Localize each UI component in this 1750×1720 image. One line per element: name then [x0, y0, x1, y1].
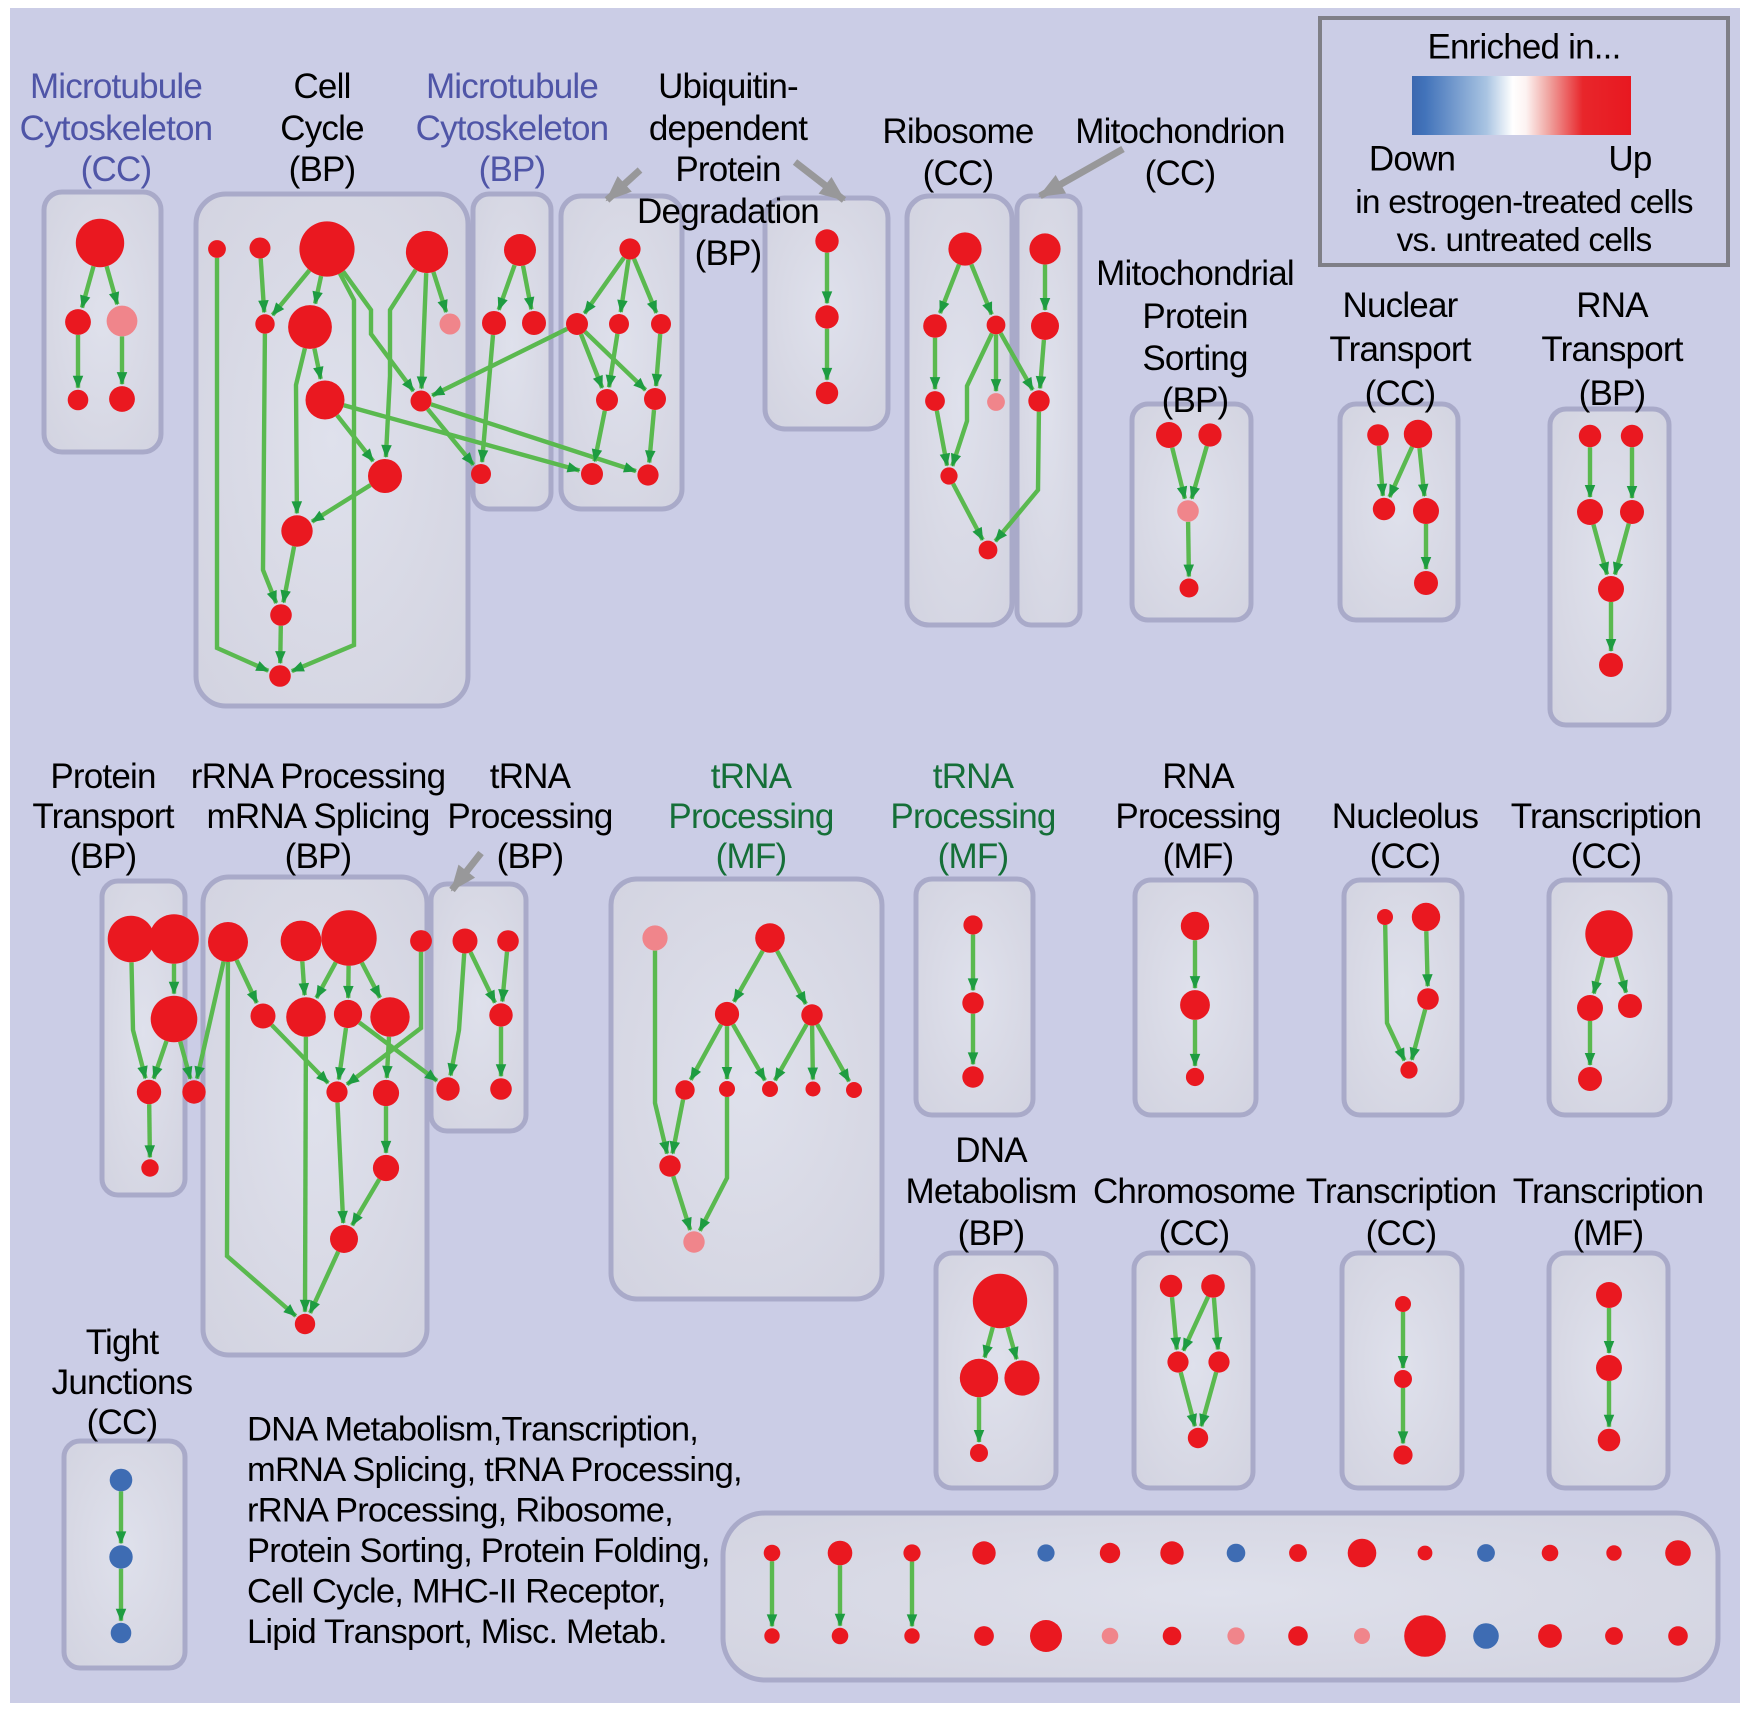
- svg-text:dependent: dependent: [649, 109, 808, 148]
- svg-text:(BP): (BP): [1579, 374, 1646, 413]
- svg-text:Mitochondrion: Mitochondrion: [1075, 112, 1284, 151]
- svg-text:Nuclear: Nuclear: [1342, 286, 1458, 325]
- svg-text:Processing: Processing: [447, 797, 612, 836]
- svg-text:Up: Up: [1608, 139, 1651, 178]
- svg-text:Processing: Processing: [668, 797, 833, 836]
- svg-text:Transport: Transport: [1541, 330, 1683, 369]
- svg-text:tRNA: tRNA: [711, 757, 793, 796]
- svg-text:Mitochondrial: Mitochondrial: [1096, 254, 1294, 293]
- svg-text:DNA: DNA: [955, 1131, 1028, 1170]
- svg-text:Cycle: Cycle: [280, 109, 364, 148]
- svg-text:Protein: Protein: [50, 757, 155, 796]
- svg-text:Processing: Processing: [1115, 797, 1280, 836]
- svg-text:(BP): (BP): [695, 234, 762, 273]
- svg-text:(BP): (BP): [70, 837, 137, 876]
- svg-text:Lipid Transport, Misc. Metab.: Lipid Transport, Misc. Metab.: [247, 1613, 667, 1651]
- svg-text:(CC): (CC): [1365, 374, 1436, 413]
- svg-text:Transcription: Transcription: [1306, 1172, 1497, 1211]
- svg-text:mRNA Splicing: mRNA Splicing: [206, 797, 429, 836]
- svg-text:Protein: Protein: [675, 150, 780, 189]
- svg-text:(BP): (BP): [285, 837, 352, 876]
- svg-text:(CC): (CC): [1145, 154, 1216, 193]
- svg-text:Degradation: Degradation: [637, 192, 819, 231]
- svg-text:Cell: Cell: [293, 67, 350, 106]
- svg-text:Ubiquitin-: Ubiquitin-: [658, 67, 798, 106]
- svg-text:Nucleolus: Nucleolus: [1332, 797, 1479, 836]
- svg-text:tRNA: tRNA: [933, 757, 1015, 796]
- svg-text:Cell Cycle, MHC-II Receptor,: Cell Cycle, MHC-II Receptor,: [247, 1573, 666, 1611]
- svg-text:Cytoskeleton: Cytoskeleton: [416, 109, 609, 148]
- svg-text:(CC): (CC): [1159, 1214, 1230, 1253]
- svg-text:(CC): (CC): [1571, 837, 1642, 876]
- svg-text:RNA: RNA: [1576, 286, 1649, 325]
- svg-text:in estrogen-treated cells: in estrogen-treated cells: [1355, 184, 1693, 221]
- svg-text:Down: Down: [1369, 139, 1455, 178]
- svg-text:(BP): (BP): [479, 150, 546, 189]
- svg-text:Processing: Processing: [890, 797, 1055, 836]
- svg-text:Microtubule: Microtubule: [426, 67, 598, 106]
- svg-text:mRNA Splicing, tRNA Processing: mRNA Splicing, tRNA Processing,: [247, 1451, 742, 1489]
- svg-text:(CC): (CC): [1370, 837, 1441, 876]
- svg-text:Metabolism: Metabolism: [906, 1172, 1077, 1211]
- svg-text:Transport: Transport: [32, 797, 174, 836]
- svg-text:Microtubule: Microtubule: [30, 67, 202, 106]
- svg-text:(CC): (CC): [81, 150, 152, 189]
- svg-text:rRNA Processing, Ribosome,: rRNA Processing, Ribosome,: [247, 1492, 673, 1530]
- svg-text:(MF): (MF): [716, 837, 787, 876]
- svg-text:(MF): (MF): [1163, 837, 1234, 876]
- svg-text:(MF): (MF): [938, 837, 1009, 876]
- svg-text:vs. untreated cells: vs. untreated cells: [1397, 222, 1652, 259]
- svg-text:(MF): (MF): [1573, 1214, 1644, 1253]
- svg-text:Cytoskeleton: Cytoskeleton: [20, 109, 213, 148]
- svg-text:Junctions: Junctions: [52, 1363, 193, 1402]
- svg-text:Transport: Transport: [1329, 330, 1471, 369]
- svg-text:RNA: RNA: [1162, 757, 1235, 796]
- svg-text:Enriched in...: Enriched in...: [1427, 27, 1620, 66]
- svg-text:(BP): (BP): [289, 150, 356, 189]
- svg-text:Protein Sorting, Protein Foldi: Protein Sorting, Protein Folding,: [247, 1532, 710, 1570]
- svg-text:Tight: Tight: [86, 1323, 160, 1362]
- svg-text:DNA Metabolism,Transcription,: DNA Metabolism,Transcription,: [247, 1411, 698, 1449]
- svg-text:Protein: Protein: [1142, 297, 1247, 336]
- svg-text:tRNA: tRNA: [490, 757, 572, 796]
- svg-text:Sorting: Sorting: [1142, 339, 1247, 378]
- svg-text:(BP): (BP): [958, 1214, 1025, 1253]
- svg-text:Ribosome: Ribosome: [882, 112, 1033, 151]
- svg-text:Transcription: Transcription: [1513, 1172, 1704, 1211]
- svg-text:(CC): (CC): [1366, 1214, 1437, 1253]
- svg-text:Chromosome: Chromosome: [1093, 1172, 1295, 1211]
- svg-text:(BP): (BP): [1162, 381, 1229, 420]
- svg-text:(CC): (CC): [923, 154, 994, 193]
- svg-text:rRNA Processing: rRNA Processing: [191, 757, 445, 796]
- svg-text:(CC): (CC): [87, 1403, 158, 1442]
- svg-text:(BP): (BP): [497, 837, 564, 876]
- svg-text:Transcription: Transcription: [1511, 797, 1702, 836]
